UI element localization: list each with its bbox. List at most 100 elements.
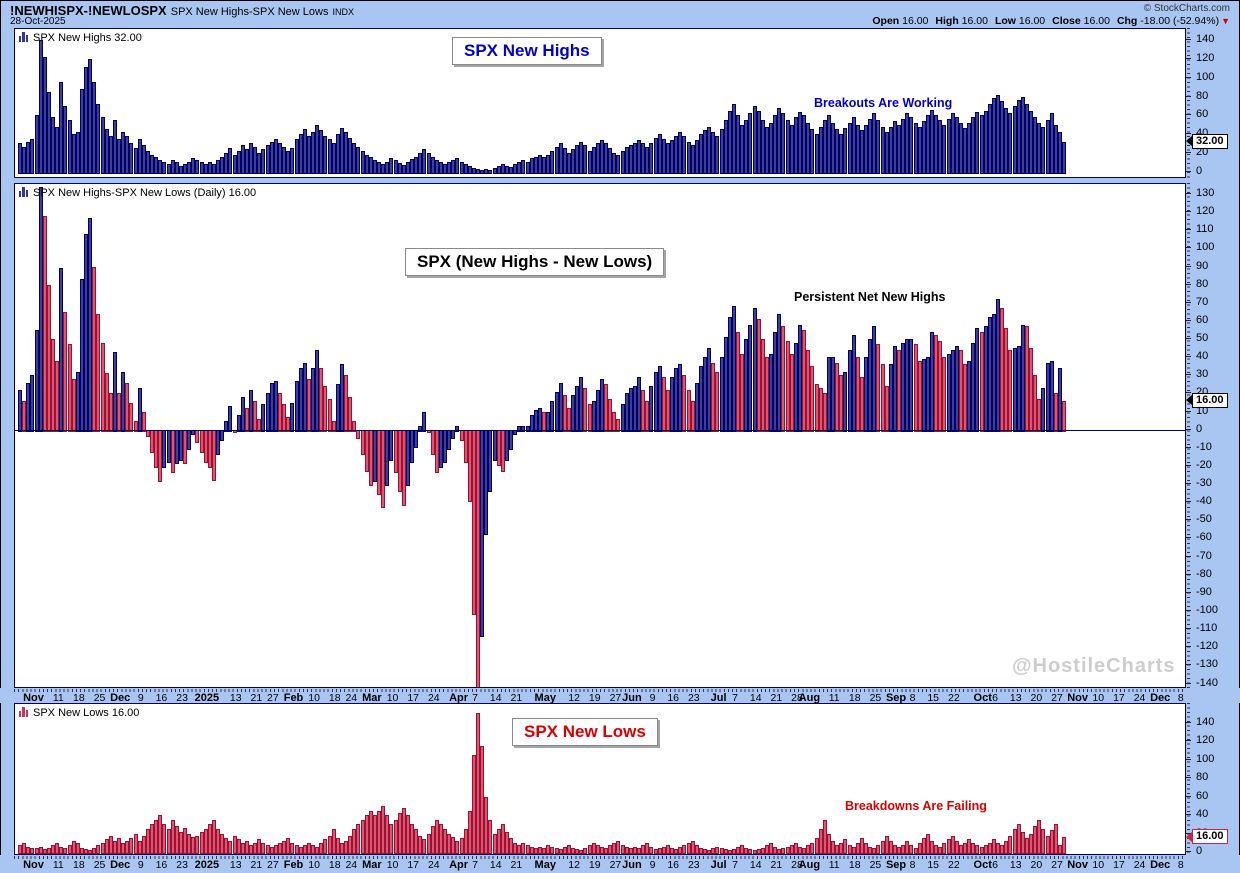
bar xyxy=(492,833,497,854)
bar xyxy=(236,415,241,432)
bar xyxy=(752,308,757,432)
bar xyxy=(554,391,559,432)
bar xyxy=(59,268,64,432)
y-tick-label: 120 xyxy=(1196,734,1215,747)
bar xyxy=(789,353,794,432)
bar xyxy=(1020,96,1025,174)
bar xyxy=(249,143,254,174)
y-tick-label: 90 xyxy=(1196,259,1209,272)
quote-value: 16.00 xyxy=(899,15,929,27)
bar xyxy=(1029,348,1034,432)
bar xyxy=(612,411,617,432)
bar xyxy=(571,149,576,174)
bar xyxy=(133,833,138,854)
bar xyxy=(447,833,452,854)
x-tick-label: 18 xyxy=(328,859,341,871)
bar xyxy=(377,810,382,854)
bar xyxy=(690,841,695,854)
bar xyxy=(550,150,555,174)
bar xyxy=(773,846,778,854)
bar xyxy=(220,157,225,174)
y-tick-label: -90 xyxy=(1196,585,1212,598)
x-tick-label: 24 xyxy=(1133,692,1146,704)
bar xyxy=(443,164,448,174)
annotation-breakdowns-failing: Breakdowns Are Failing xyxy=(845,799,987,813)
x-tick-label: May xyxy=(534,692,556,704)
bar xyxy=(344,841,349,854)
bar xyxy=(674,848,679,854)
x-tick-label: May xyxy=(534,859,556,871)
bar xyxy=(736,846,741,854)
bar xyxy=(876,344,881,432)
bar xyxy=(599,139,604,174)
bar xyxy=(991,313,996,432)
marker-value: 16.00 xyxy=(1192,829,1228,845)
bar xyxy=(566,152,571,174)
bar xyxy=(240,397,245,432)
y-tick-label: -60 xyxy=(1196,531,1212,544)
bar xyxy=(410,159,415,174)
bar xyxy=(744,847,749,854)
bar xyxy=(228,406,233,432)
bar xyxy=(352,829,357,854)
bar xyxy=(18,844,22,854)
bar xyxy=(46,847,51,854)
bar xyxy=(562,395,567,432)
bar xyxy=(88,217,93,432)
bar xyxy=(996,843,1001,854)
bar xyxy=(286,150,291,174)
x-tick-label: 15 xyxy=(927,692,940,704)
bar xyxy=(546,844,551,854)
bar xyxy=(835,129,840,174)
bar xyxy=(269,382,274,432)
bar xyxy=(121,843,126,854)
y-tick xyxy=(1186,265,1191,267)
bar xyxy=(1037,819,1042,854)
bar xyxy=(1033,826,1038,854)
bar xyxy=(529,415,534,432)
bar xyxy=(30,138,35,174)
bar xyxy=(740,124,745,174)
y-tick xyxy=(1186,851,1191,853)
bar xyxy=(562,846,567,854)
bar xyxy=(843,371,848,432)
bar xyxy=(224,838,229,854)
bar xyxy=(554,847,559,854)
bar xyxy=(839,843,844,854)
bar xyxy=(653,137,658,174)
bar xyxy=(748,113,753,174)
annotation-persistent-net-highs: Persistent Net New Highs xyxy=(794,290,946,304)
bar xyxy=(872,847,877,854)
bar xyxy=(509,838,514,854)
bar xyxy=(950,113,955,174)
bar xyxy=(851,335,856,432)
bar xyxy=(67,844,72,854)
bar xyxy=(1045,119,1050,174)
bar xyxy=(426,833,431,854)
bar xyxy=(971,117,976,174)
bar xyxy=(364,154,369,174)
bar xyxy=(414,429,419,448)
bar xyxy=(1004,328,1009,432)
x-tick-label: Nov xyxy=(1067,692,1089,704)
bar xyxy=(764,844,769,854)
x-tick-label: 16 xyxy=(667,692,680,704)
x-tick-label: 8 xyxy=(1177,859,1184,871)
bar xyxy=(294,380,299,432)
bar xyxy=(921,838,926,854)
bar xyxy=(884,132,889,174)
bar xyxy=(872,113,877,174)
quote-label: Open xyxy=(872,15,900,27)
x-tick-label: Nov xyxy=(1067,859,1089,871)
bar xyxy=(1029,833,1034,854)
y-tick-label: -70 xyxy=(1196,549,1212,562)
x-tick-label: 27 xyxy=(267,859,279,871)
bar xyxy=(777,848,782,854)
bar xyxy=(1000,101,1005,174)
bar xyxy=(418,426,423,432)
bar xyxy=(30,847,35,854)
bar xyxy=(18,389,22,432)
bar xyxy=(731,848,736,854)
bar xyxy=(183,164,188,174)
bar xyxy=(389,158,394,174)
